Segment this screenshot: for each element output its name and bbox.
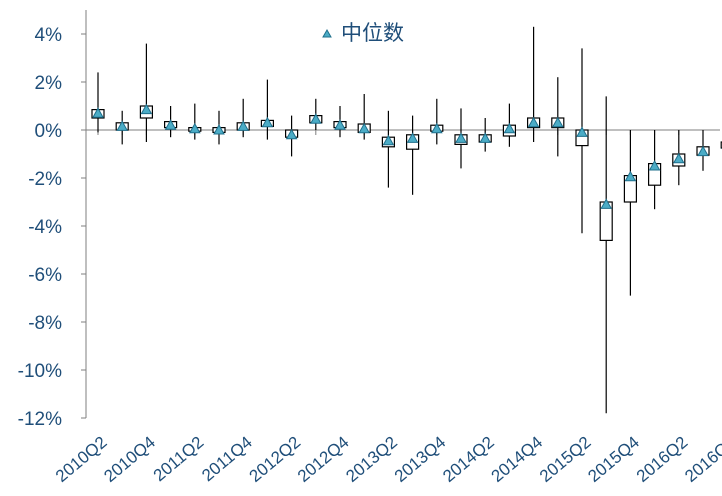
y-tick-label: -6% [28,265,62,286]
x-tick-label: 2011Q4 [198,433,256,486]
x-tick-label: 2014Q2 [439,433,498,486]
x-tick-label: 2015Q2 [536,433,595,486]
box-group [551,77,565,157]
median-marker [140,103,153,115]
box-group [623,130,638,296]
median-marker [527,116,540,128]
box-group [236,98,250,138]
x-tick-label: 2010Q2 [52,433,111,486]
box-group [212,110,226,145]
x-tick-label: 2011Q2 [150,433,208,486]
x-tick-label: 2016Q4 [681,433,722,486]
box-group [260,79,274,140]
x-tick-label: 2010Q4 [100,433,159,486]
x-axis: 2010Q22010Q42011Q22011Q42012Q22012Q42013… [52,129,722,486]
median-marker [479,132,492,143]
median-marker [213,123,225,135]
median-marker [261,116,274,128]
median-marker [116,120,129,131]
median-marker [455,132,467,143]
box-group [526,26,541,142]
x-tick-label: 2013Q2 [342,433,401,486]
median-marker [188,122,201,134]
median-marker [92,107,104,118]
legend: 中位数 [322,22,404,45]
x-tick-label: 2012Q2 [246,433,305,486]
box-group [696,130,710,171]
median-marker [334,119,346,130]
y-tick-label: -8% [28,313,62,334]
box-group [575,48,589,234]
legend-median-marker-icon [322,28,332,38]
box-group [91,72,105,133]
x-tick-label: 2012Q4 [294,433,353,486]
median-marker [358,122,371,134]
median-marker [285,128,298,140]
y-tick-label: 0% [35,121,63,142]
x-tick-label: 2013Q4 [391,433,450,486]
median-marker [648,159,661,171]
box-group [139,43,153,142]
box-group [309,98,323,130]
x-tick-label: 2015Q4 [584,433,643,486]
y-tick-label: -10% [18,361,62,382]
box-group [406,115,420,195]
box-group [285,115,299,157]
box-group [115,110,129,145]
box-group [454,108,468,169]
box-group [672,130,686,186]
median-marker [624,170,637,182]
median-marker [576,126,588,137]
y-tick-label: -12% [18,409,62,430]
box-group [478,118,492,152]
box-group [357,94,371,140]
box-group [188,103,202,140]
median-marker [406,132,419,143]
y-tick-label: 4% [35,25,63,46]
box-group [164,106,178,138]
box-group [502,103,516,147]
median-marker [551,116,564,128]
median-marker [430,122,443,134]
median-marker [503,122,516,134]
median-marker [697,145,709,157]
y-tick-label: -4% [28,217,62,238]
box-group [599,96,613,414]
box-group [430,98,444,145]
median-marker [382,134,395,146]
box-group [381,110,395,188]
median-marker [237,120,250,131]
median-marker [600,198,613,209]
x-tick-label: 2016Q2 [633,433,692,486]
median-marker [309,113,322,124]
median-marker [164,119,177,130]
box-group [333,106,347,138]
y-axis: 4% 2% 0% -2% -4% -6% -8% -10% -12% [18,10,87,430]
y-tick-label: 2% [35,73,63,94]
x-tick-label: 2014Q4 [488,433,547,486]
box-group [647,130,662,210]
y-tick-label: -2% [28,169,62,190]
plot-area [91,26,722,414]
median-marker [672,152,685,164]
legend-label: 中位数 [341,22,404,45]
